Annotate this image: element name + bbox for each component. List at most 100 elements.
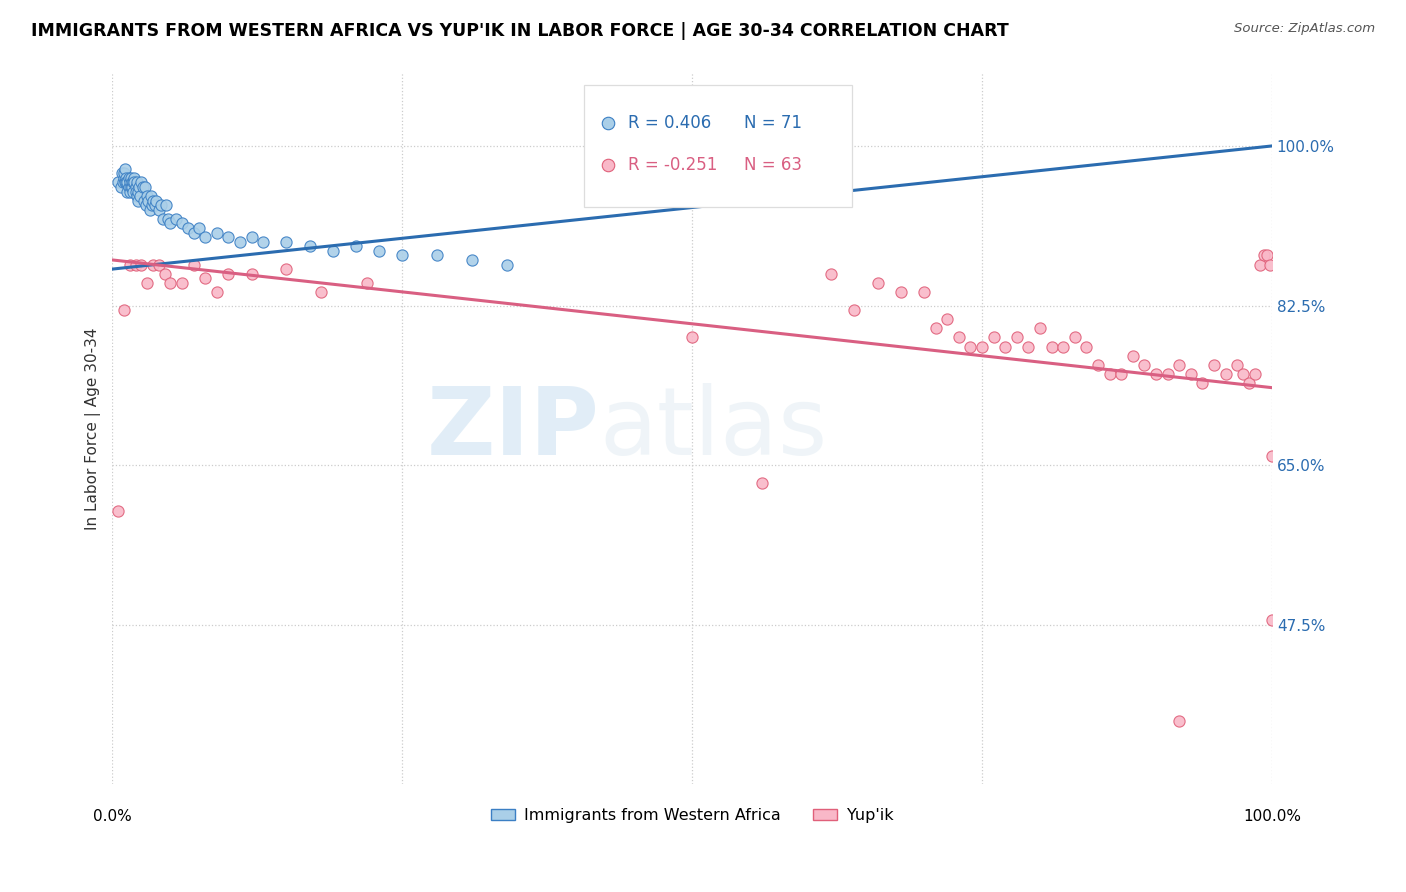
- Point: [142, 194, 165, 208]
- Y-axis label: In Labor Force | Age 30-34: In Labor Force | Age 30-34: [86, 327, 101, 530]
- Point: [890, 285, 912, 299]
- Point: [118, 176, 141, 190]
- Text: atlas: atlas: [599, 383, 828, 475]
- Point: [135, 198, 157, 212]
- Point: [138, 202, 160, 217]
- Point: [142, 258, 165, 272]
- Point: [1237, 376, 1260, 390]
- Point: [205, 226, 228, 240]
- Point: [127, 185, 149, 199]
- Point: [356, 276, 378, 290]
- Point: [240, 267, 263, 281]
- Point: [148, 202, 170, 217]
- Point: [107, 176, 129, 190]
- Text: N = 71: N = 71: [744, 114, 803, 132]
- Point: [124, 170, 146, 185]
- Point: [1168, 358, 1191, 372]
- Text: N = 63: N = 63: [744, 156, 803, 175]
- Point: [1076, 340, 1098, 354]
- Point: [924, 321, 946, 335]
- Point: [115, 170, 138, 185]
- Point: [1258, 258, 1281, 272]
- Point: [112, 170, 135, 185]
- Point: [170, 276, 193, 290]
- Point: [1232, 367, 1254, 381]
- Point: [1109, 367, 1132, 381]
- Point: [139, 189, 162, 203]
- Point: [117, 170, 139, 185]
- Point: [124, 185, 146, 199]
- Point: [111, 176, 134, 190]
- Point: [117, 185, 139, 199]
- Point: [118, 185, 141, 199]
- Point: [159, 276, 181, 290]
- Point: [1052, 340, 1074, 354]
- Point: [127, 194, 149, 208]
- Point: [128, 180, 150, 194]
- Point: [136, 189, 159, 203]
- Point: [994, 340, 1017, 354]
- Point: [118, 258, 141, 272]
- Point: [205, 285, 228, 299]
- Point: [1261, 449, 1284, 463]
- Point: [1168, 714, 1191, 728]
- Point: [129, 189, 152, 203]
- Point: [114, 176, 136, 190]
- Point: [948, 330, 970, 344]
- Point: [117, 176, 139, 190]
- Point: [120, 170, 142, 185]
- Point: [1098, 367, 1121, 381]
- Point: [866, 276, 889, 290]
- Point: [131, 180, 153, 194]
- Point: [107, 504, 129, 518]
- Point: [229, 235, 252, 249]
- Point: [252, 235, 274, 249]
- Text: R = 0.406: R = 0.406: [628, 114, 711, 132]
- Text: Source: ZipAtlas.com: Source: ZipAtlas.com: [1234, 22, 1375, 36]
- Point: [309, 285, 332, 299]
- Point: [1040, 340, 1063, 354]
- Point: [132, 194, 155, 208]
- Point: [131, 258, 153, 272]
- Point: [1253, 248, 1275, 262]
- Text: 100.0%: 100.0%: [1243, 809, 1301, 824]
- Point: [820, 267, 842, 281]
- Text: 0.0%: 0.0%: [93, 809, 132, 824]
- Point: [136, 276, 159, 290]
- Point: [125, 176, 148, 190]
- Point: [117, 180, 139, 194]
- Point: [120, 180, 142, 194]
- Point: [751, 476, 773, 491]
- Point: [138, 194, 160, 208]
- Point: [110, 180, 132, 194]
- Point: [155, 198, 177, 212]
- Point: [844, 303, 866, 318]
- Point: [1202, 358, 1225, 372]
- Point: [134, 180, 156, 194]
- Point: [152, 211, 174, 226]
- Legend: Immigrants from Western Africa, Yup'ik: Immigrants from Western Africa, Yup'ik: [485, 802, 900, 830]
- Point: [391, 248, 413, 262]
- Point: [145, 194, 167, 208]
- Point: [1226, 358, 1249, 372]
- Point: [368, 244, 391, 258]
- Point: [194, 271, 217, 285]
- Point: [121, 180, 143, 194]
- Point: [125, 189, 148, 203]
- Text: R = -0.251: R = -0.251: [628, 156, 717, 175]
- Point: [148, 258, 170, 272]
- Point: [217, 230, 239, 244]
- Point: [122, 176, 145, 190]
- Point: [114, 161, 136, 176]
- Point: [1005, 330, 1028, 344]
- Point: [157, 211, 180, 226]
- Point: [912, 285, 935, 299]
- Point: [322, 244, 344, 258]
- Point: [194, 230, 217, 244]
- Point: [1180, 367, 1202, 381]
- Point: [124, 258, 146, 272]
- Point: [461, 252, 484, 267]
- Text: IMMIGRANTS FROM WESTERN AFRICA VS YUP'IK IN LABOR FORCE | AGE 30-34 CORRELATION : IMMIGRANTS FROM WESTERN AFRICA VS YUP'IK…: [31, 22, 1008, 40]
- Point: [183, 226, 205, 240]
- Point: [276, 262, 298, 277]
